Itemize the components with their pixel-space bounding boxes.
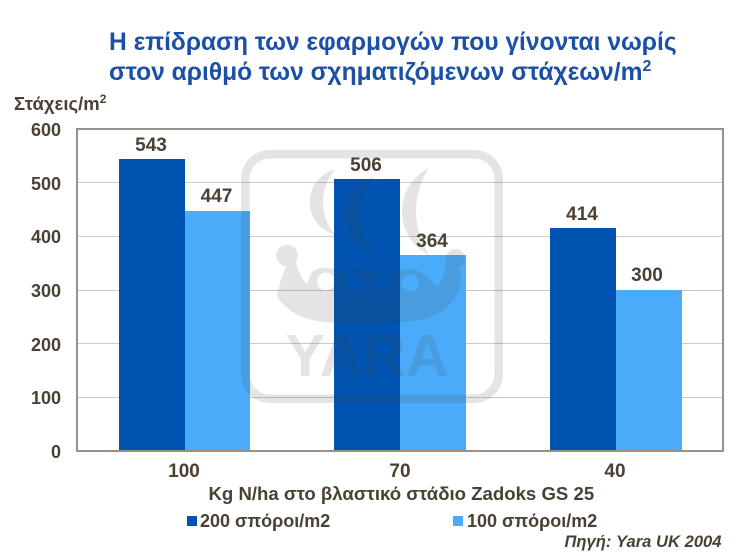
svg-text:YARA: YARA (285, 322, 448, 389)
